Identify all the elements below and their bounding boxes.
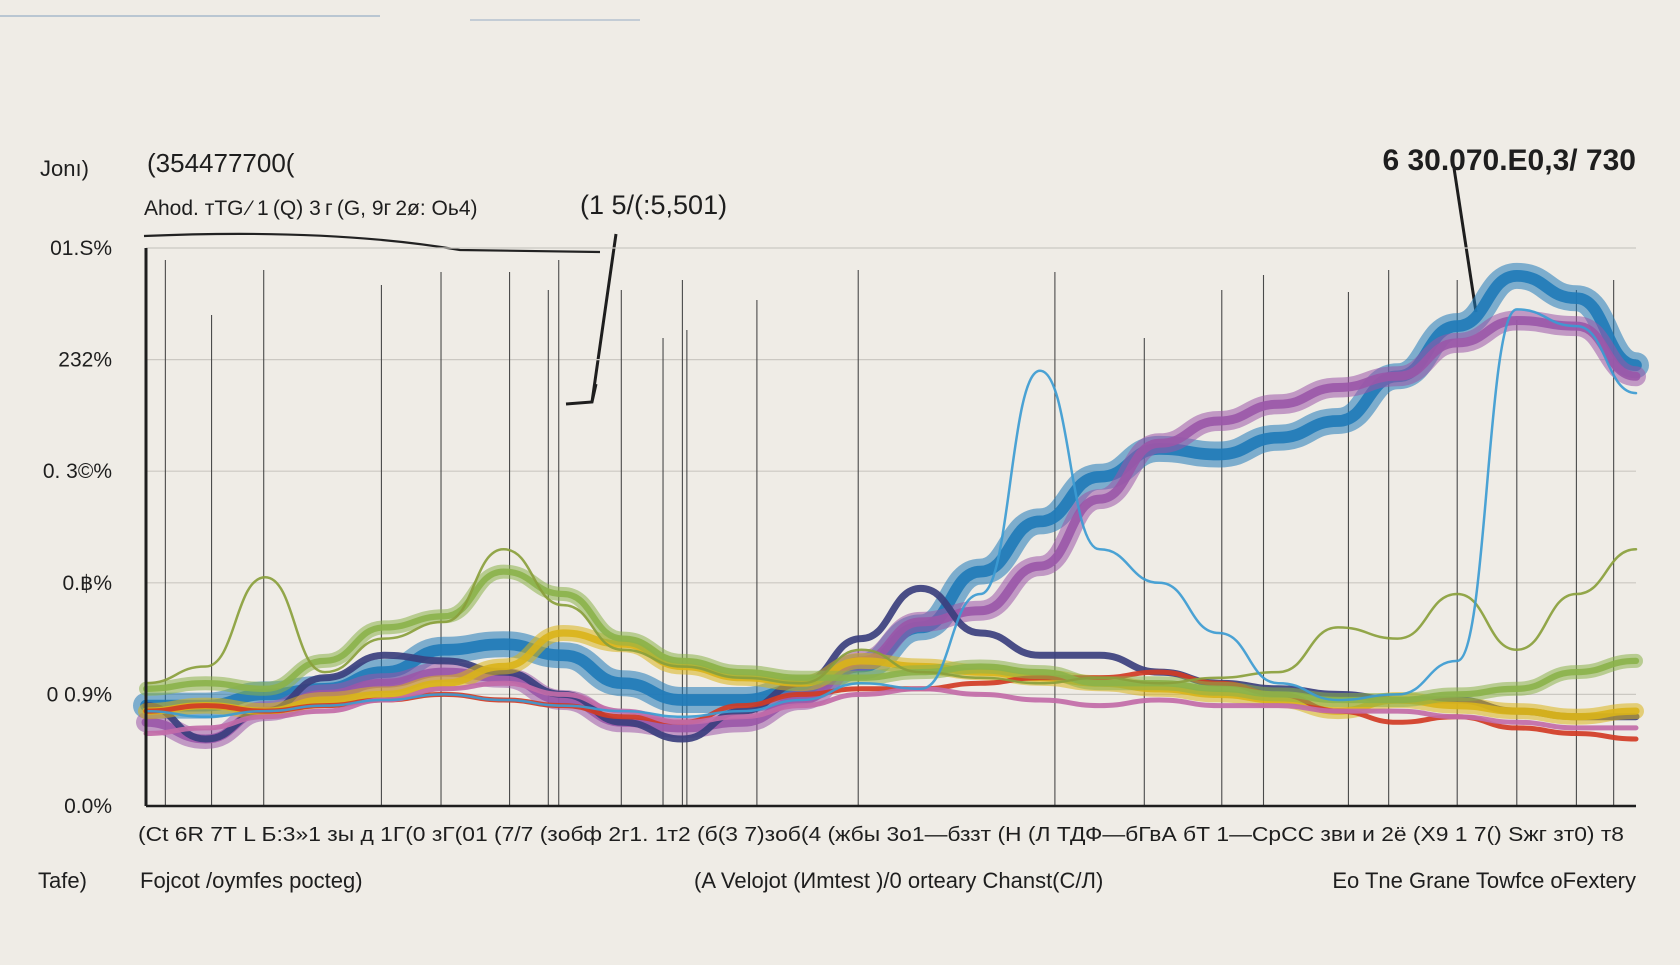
annotation-center: (1 5/(:5,501)	[580, 190, 727, 220]
chart-subtitle: Ahod. тТG ⁄ 1 (Q) 3 г (G, 9г 2ø: Oь4)	[144, 197, 478, 220]
y-tick-label: 01.S%	[50, 237, 112, 260]
footer-center: (A Velojot (Иmtest )/0 orteary Chanst(C/…	[694, 868, 1103, 893]
footer-right: Eo Tne Grane Towfce oFextery	[1332, 868, 1636, 893]
left-header-label: Jonı)	[40, 156, 89, 181]
y-tick-label: 0. 3©%	[43, 460, 112, 483]
series-line-light-blue-line	[144, 308, 1638, 718]
series-line-purple-band	[141, 316, 1641, 744]
series-line-green-band	[142, 568, 1640, 704]
x-tick-labels: (Ct 6R 7Т L Б:3»1 зы д 1Г(0 зГ(01 (7/7 (…	[138, 824, 1624, 846]
annotation-right: 6 30.070.E0,3/ 730	[1382, 144, 1636, 177]
chart-title: (354477700(	[147, 148, 295, 178]
y-tick-label: 232%	[58, 349, 112, 372]
y-tick-label: 0 0.9%	[47, 683, 112, 706]
top-edge-marks	[0, 15, 640, 21]
grid	[146, 247, 1636, 807]
y-tick-label: 0.0%	[64, 795, 112, 818]
series-line-olive-line	[144, 548, 1638, 685]
subtitle-underline	[143, 232, 601, 254]
y-ticks: 0.0% 0 0.9% 0.฿% 0. 3©% 232% 01.S%	[43, 237, 112, 818]
footer-left: Fojcot /oymfes pocteg)	[140, 868, 363, 893]
annotation-center-arrow	[565, 233, 618, 406]
footer-left-label: Tafe)	[38, 868, 87, 893]
annotation-right-pointer	[1452, 167, 1478, 313]
y-tick-label: 0.฿%	[62, 572, 112, 595]
series-group	[133, 262, 1649, 749]
